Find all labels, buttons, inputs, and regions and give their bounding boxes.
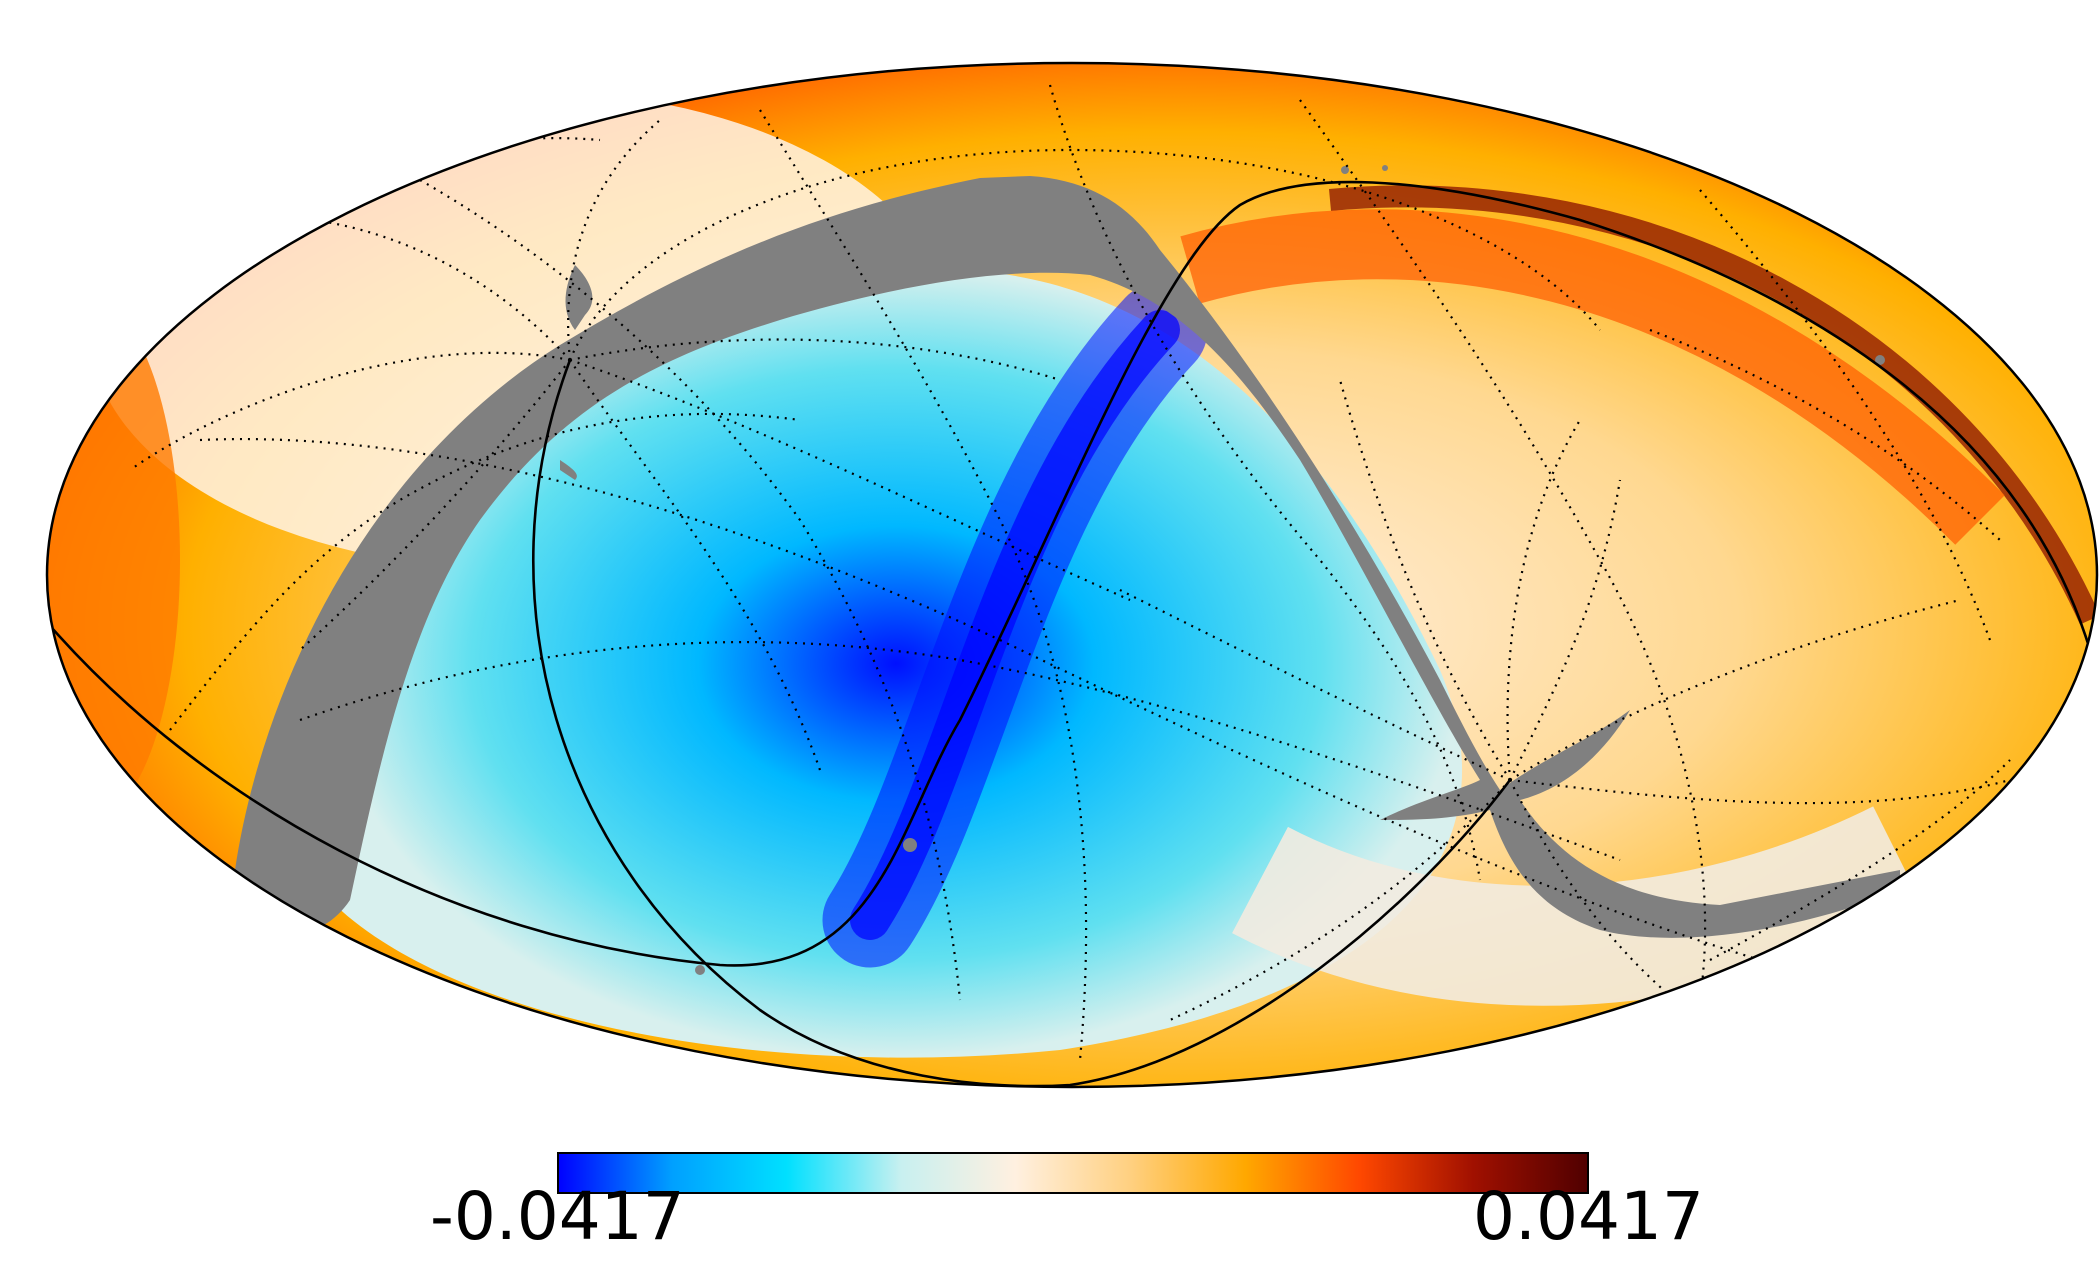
map-body xyxy=(47,63,2097,1087)
graticule xyxy=(129,84,2011,1061)
galactic-mask xyxy=(235,176,1900,938)
warm-edge-left xyxy=(47,300,180,820)
colorbar-min-label: -0.0417 xyxy=(430,1178,685,1255)
cold-region xyxy=(330,269,1463,1058)
map-outline xyxy=(45,61,2099,1089)
colorbar xyxy=(557,1152,1589,1194)
great-circles xyxy=(47,180,2092,1087)
colorbar-max-label: 0.0417 xyxy=(1473,1178,1704,1255)
